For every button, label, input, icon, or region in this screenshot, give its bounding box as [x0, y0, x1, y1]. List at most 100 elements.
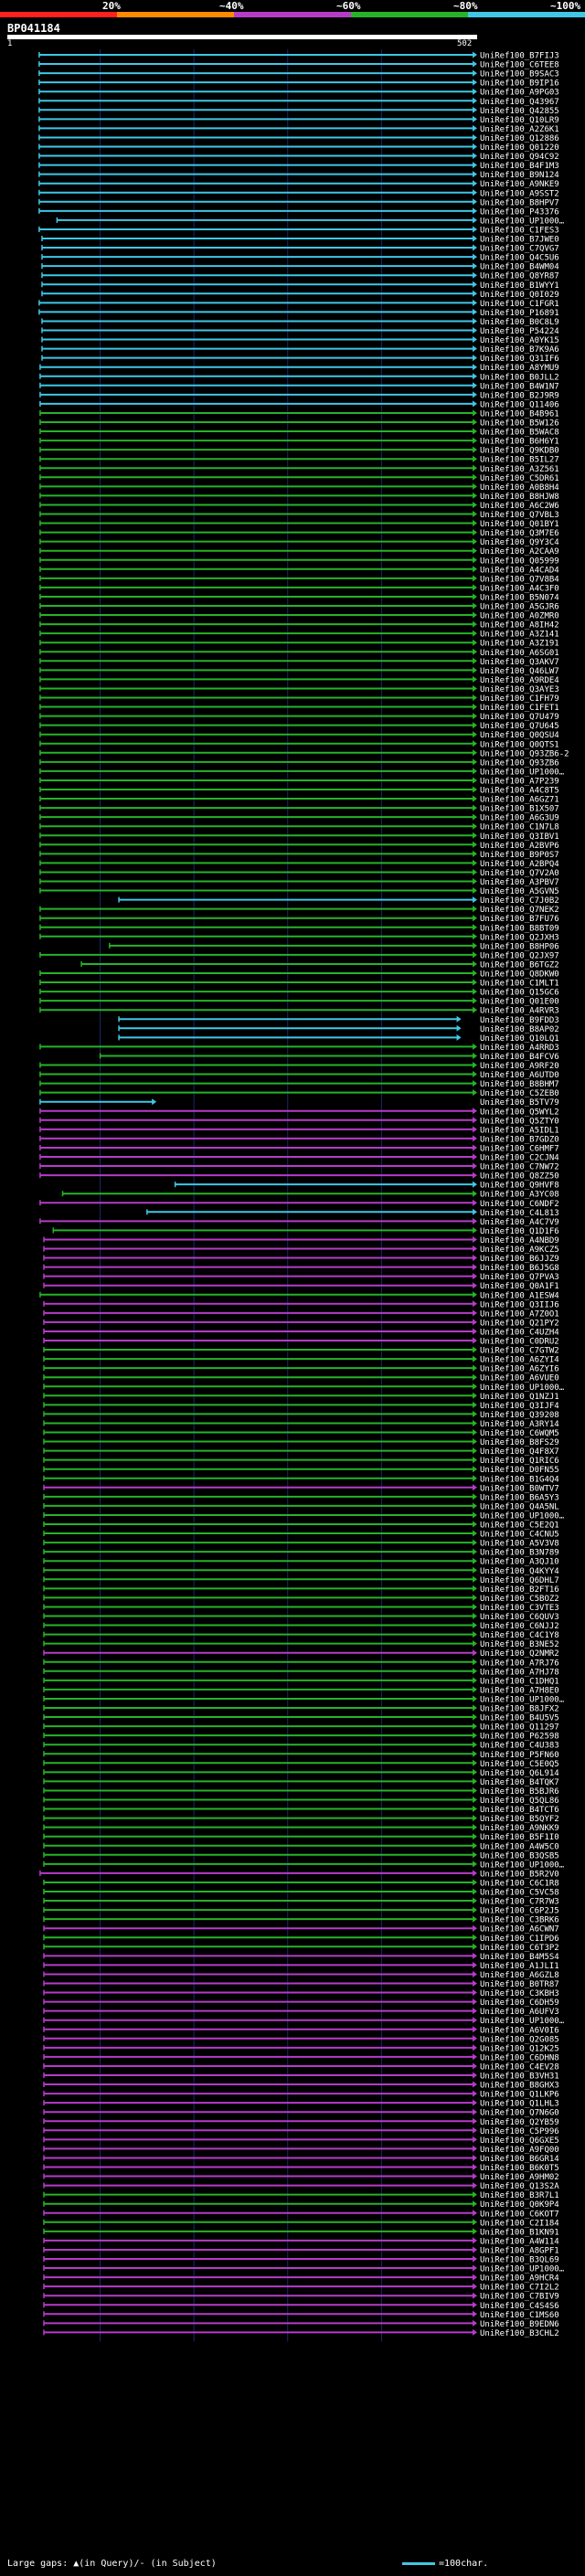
hit-label: UniRef100_A8GPF1: [480, 2246, 559, 2255]
hit-label: UniRef100_UP1000…: [480, 217, 565, 226]
hit-end-arrow: [473, 1594, 477, 1601]
hit-label: UniRef100_Q4KYY4: [480, 1567, 559, 1576]
hit-label: UniRef100_B1G4Q4: [480, 1475, 559, 1484]
legend-label: ~60%: [336, 0, 361, 12]
hit-label: UniRef100_A4W114: [480, 2237, 559, 2246]
hit-label: UniRef100_C5E2Q1: [480, 1521, 559, 1531]
hit-end-arrow: [473, 501, 477, 508]
hit-end-arrow: [473, 1557, 477, 1564]
hit-end-arrow: [473, 1548, 477, 1555]
hit-label: UniRef100_Q5ZTY0: [480, 1117, 559, 1126]
hit-label: UniRef100_Q0I029: [480, 291, 559, 300]
hit-end-arrow: [473, 630, 477, 637]
hit-label: UniRef100_Q31IF6: [480, 355, 559, 364]
hit-label: UniRef100_A6VUE0: [480, 1374, 559, 1383]
hit-label: UniRef100_A9NKK9: [480, 1824, 559, 1833]
hit-label: UniRef100_Q43967: [480, 98, 559, 107]
hit-end-arrow: [473, 455, 477, 462]
hit-end-arrow: [473, 1842, 477, 1850]
hit-end-arrow: [473, 1631, 477, 1638]
hit-end-arrow: [473, 1144, 477, 1151]
hit-label: UniRef100_UP1000…: [480, 2265, 565, 2274]
hit-label: UniRef100_B3CHL2: [480, 2329, 559, 2338]
hit-label: UniRef100_C6KOT7: [480, 2210, 559, 2219]
hit-end-arrow: [456, 1024, 462, 1032]
hit-label: UniRef100_Q11297: [480, 1723, 559, 1733]
hit-label: UniRef100_Q2YB59: [480, 2118, 559, 2127]
hit-end-arrow: [473, 813, 477, 821]
hit-end-arrow: [473, 1337, 477, 1344]
hit-label: UniRef100_A1ESW4: [480, 1291, 559, 1300]
hit-end-arrow: [473, 207, 477, 215]
hit-end-arrow: [473, 1759, 477, 1766]
hit-label: UniRef100_Q8DKW0: [480, 970, 559, 980]
hit-end-arrow: [473, 777, 477, 784]
hit-label: UniRef100_B9P0S7: [480, 851, 559, 860]
hit-label: UniRef100_Q7U479: [480, 713, 559, 722]
hit-end-arrow: [473, 1392, 477, 1399]
hit-end-arrow: [473, 2228, 477, 2235]
hit-end-arrow: [473, 464, 477, 472]
hit-end-arrow: [473, 868, 477, 875]
legend-segment: [468, 12, 585, 17]
hit-end-arrow: [473, 1062, 477, 1068]
hit-end-arrow: [473, 1410, 477, 1417]
hit-label: UniRef100_A3Z561: [480, 465, 559, 474]
hit-end-arrow: [473, 271, 477, 279]
hit-end-arrow: [473, 391, 477, 398]
hit-end-arrow: [473, 1466, 477, 1473]
hit-label: UniRef100_A9KCZ5: [480, 1246, 559, 1255]
hit-end-arrow: [456, 1015, 462, 1023]
hit-label: UniRef100_C6C1R8: [480, 1879, 559, 1888]
hit-label: UniRef100_Q3AKV7: [480, 658, 559, 667]
hit-end-arrow: [473, 2136, 477, 2143]
hit-label: UniRef100_B7K9A6: [480, 345, 559, 355]
hit-label: UniRef100_B1X507: [480, 805, 559, 814]
hit-end-arrow: [473, 1860, 477, 1868]
hit-end-arrow: [473, 51, 477, 58]
hit-label: UniRef100_B8GHX3: [480, 2082, 559, 2091]
hit-end-arrow: [473, 1998, 477, 2006]
hit-end-arrow: [473, 1052, 477, 1059]
hit-label: UniRef100_Q46LW7: [480, 667, 559, 676]
hit-end-arrow: [473, 2026, 477, 2033]
hit-label: UniRef100_Q12886: [480, 134, 559, 143]
hit-label: UniRef100_Q05999: [480, 557, 559, 566]
hit-label: UniRef100_Q7V8B4: [480, 575, 559, 584]
hit-end-arrow: [473, 1613, 477, 1619]
hit-label: UniRef100_B4U5V5: [480, 1714, 559, 1723]
hit-label: UniRef100_Q0K9P4: [480, 2200, 559, 2210]
hit-label: UniRef100_Q6L914: [480, 1769, 559, 1778]
hit-end-arrow: [473, 1915, 477, 1923]
hit-label: UniRef100_B9IP16: [480, 80, 559, 89]
hit-label: UniRef100_A6UTD0: [480, 1071, 559, 1080]
hit-label: UniRef100_Q5WYL2: [480, 1108, 559, 1117]
hit-end-arrow: [473, 1475, 477, 1482]
hit-label: UniRef100_A5GJR6: [480, 603, 559, 612]
hit-label: UniRef100_C6DHN8: [480, 2053, 559, 2062]
hit-end-arrow: [473, 1530, 477, 1537]
hit-end-arrow: [473, 281, 477, 288]
hit-end-arrow: [473, 731, 477, 738]
hit-label: UniRef100_C4U383: [480, 1742, 559, 1751]
hit-label: UniRef100_A7P239: [480, 777, 559, 786]
hit-end-arrow: [473, 1447, 477, 1455]
hit-label: UniRef100_B5N074: [480, 593, 559, 602]
hit-label: UniRef100_C4C1Y8: [480, 1631, 559, 1640]
hit-end-arrow: [473, 492, 477, 499]
hit-end-arrow: [473, 1521, 477, 1528]
hit-end-arrow: [473, 1493, 477, 1500]
hit-end-arrow: [473, 2081, 477, 2088]
hit-label: UniRef100_A9SST2: [480, 189, 559, 198]
hit-label: UniRef100_B5IL27: [480, 456, 559, 465]
hit-end-arrow: [473, 639, 477, 646]
hit-end-arrow: [473, 226, 477, 233]
hit-end-arrow: [473, 988, 477, 995]
hit-label: UniRef100_C6NJJ2: [480, 1622, 559, 1631]
hit-label: UniRef100_B5WAC8: [480, 429, 559, 438]
hit-label: UniRef100_Q12K25: [480, 2044, 559, 2053]
hit-end-arrow: [473, 2035, 477, 2042]
hit-end-arrow: [473, 1162, 477, 1170]
hit-label: UniRef100_C6TEE8: [480, 61, 559, 70]
